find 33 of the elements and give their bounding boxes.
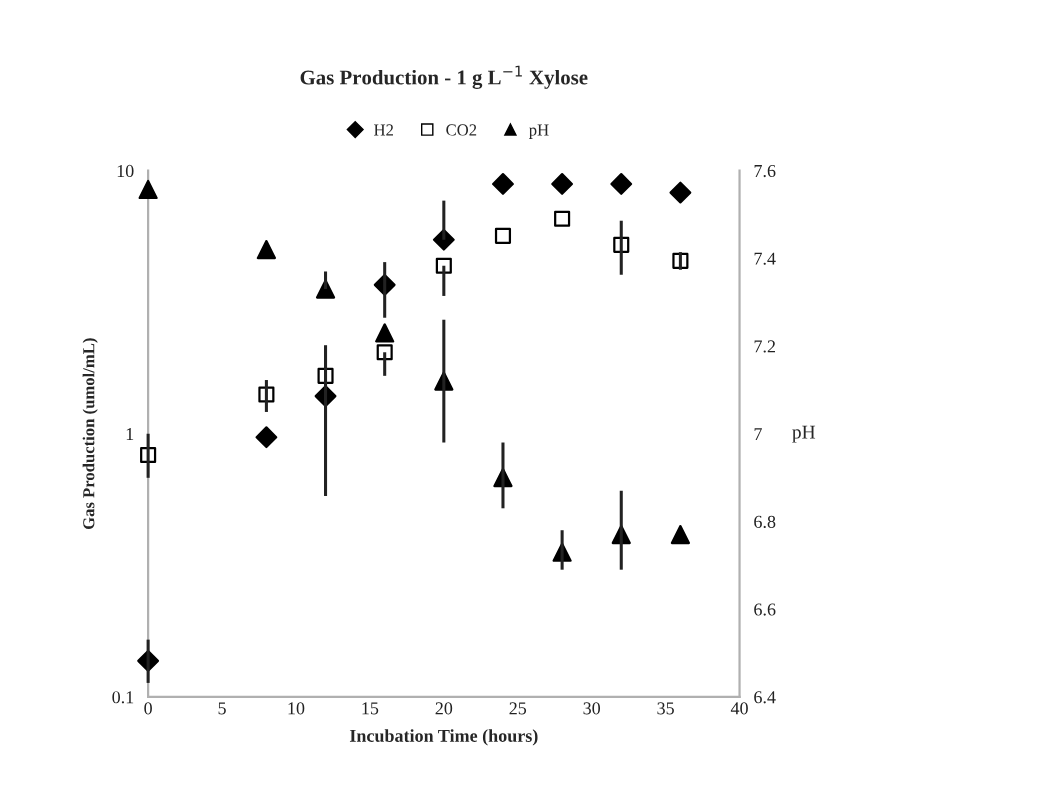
x-tick-label: 0 — [144, 702, 152, 715]
x-tick-label: 30 — [583, 702, 601, 715]
x-axis-title: Incubation Time (hours) — [349, 729, 538, 746]
legend-label: H2 — [374, 124, 393, 136]
y2-axis-title: pH — [792, 425, 816, 443]
point — [551, 173, 574, 195]
y2-tick-label: 7.2 — [754, 340, 775, 353]
x-tick-label: 25 — [509, 702, 527, 715]
x-tick-label: 10 — [288, 702, 305, 715]
y-tick-label: 0.1 — [112, 691, 134, 704]
x-tick-label: 5 — [218, 702, 226, 715]
point — [494, 227, 512, 244]
y2-tick-label: 7.6 — [754, 164, 776, 178]
point — [610, 173, 633, 195]
x-tick-label: 15 — [362, 702, 379, 715]
y2-tick-label: 6.4 — [754, 691, 776, 704]
chart-title: Gas Production - 1 g L$^{−1}$ Xylose — [300, 65, 588, 89]
y2-tick-label: 6.6 — [754, 603, 776, 616]
y2-tick-label: 7 — [754, 428, 762, 441]
y-tick-label: 1 — [126, 428, 134, 441]
point — [669, 181, 692, 204]
y-axis-title: Gas Production (umol/mL) — [82, 338, 98, 530]
x-tick-label: 35 — [657, 702, 674, 715]
point — [492, 173, 514, 195]
legend-label: CO2 — [446, 124, 477, 136]
y-tick-label: 10 — [117, 164, 134, 178]
y2-tick-label: 6.8 — [754, 515, 776, 528]
y2-tick-label: 7.4 — [754, 252, 776, 265]
point — [255, 426, 278, 449]
legend-label: pH — [529, 124, 549, 139]
x-tick-label: 40 — [730, 702, 748, 715]
point — [554, 210, 571, 227]
x-tick-label: 20 — [435, 702, 453, 715]
